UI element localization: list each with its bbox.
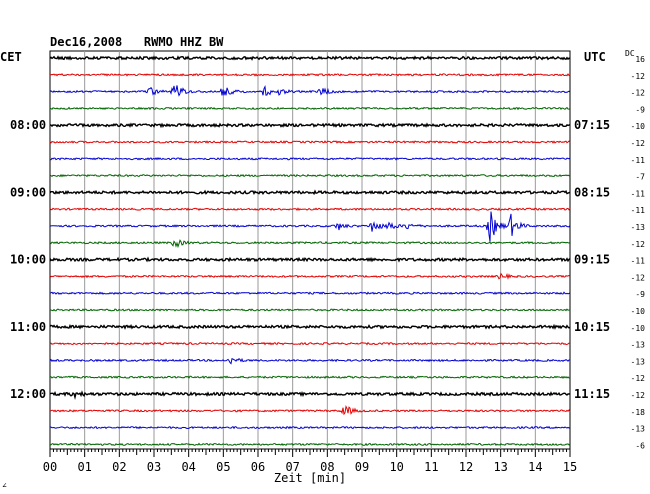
x-tick-label: 11 <box>424 460 438 474</box>
cet-time-label: 11:00 <box>10 320 46 334</box>
dc-offset-label: 16 <box>635 55 645 64</box>
trace-line <box>49 323 571 330</box>
x-tick-label: 14 <box>528 460 542 474</box>
x-axis: 00 01 02 03 04 05 06 07 08 09 10 11 12 13 14 15 <box>43 449 577 474</box>
trace-line <box>49 405 571 416</box>
dc-offset-label: -10 <box>631 122 646 131</box>
dc-offset-label: -12 <box>631 72 646 81</box>
x-tick-label: 13 <box>493 460 507 474</box>
utc-time-label: 10:15 <box>574 320 610 334</box>
dc-offset-label: -13 <box>631 341 646 350</box>
trace-line <box>49 357 571 365</box>
dc-offset-label: -13 <box>631 357 646 366</box>
trace-line <box>50 375 571 380</box>
trace-group <box>49 55 571 447</box>
utc-time-label: 09:15 <box>574 253 610 267</box>
trace-line <box>49 291 571 295</box>
x-tick-label: 07 <box>285 460 299 474</box>
cet-time-label: 12:00 <box>10 387 46 401</box>
trace-line <box>49 442 571 447</box>
utc-time-label: 11:15 <box>574 387 610 401</box>
trace-line <box>49 425 571 430</box>
trace-line <box>49 84 571 97</box>
utc-time-label: 08:15 <box>574 185 610 199</box>
dc-offset-label: -11 <box>631 156 646 165</box>
x-tick-label: 12 <box>459 460 473 474</box>
trace-line <box>49 256 571 263</box>
trace-line <box>49 106 571 111</box>
dc-label: DC <box>625 49 635 58</box>
dc-offset-label: -18 <box>631 408 646 417</box>
dc-offset-label: -11 <box>631 257 646 266</box>
plot-frame <box>49 50 571 450</box>
dc-offset-label: -12 <box>631 89 646 98</box>
trace-line <box>49 157 571 161</box>
x-tick-label: 09 <box>355 460 369 474</box>
cet-time-labels: 08:00 09:00 10:00 11:00 12:00 <box>10 118 46 401</box>
x-tick-label: 08 <box>320 460 334 474</box>
cet-time-label: 08:00 <box>10 118 46 132</box>
dc-offset-label: -12 <box>631 139 646 148</box>
trace-line <box>49 189 571 196</box>
x-tick-label: 02 <box>112 460 126 474</box>
trace-line <box>49 211 571 242</box>
x-tick-label: 06 <box>251 460 265 474</box>
x-tick-label: 04 <box>181 460 195 474</box>
dc-offset-label: -12 <box>631 240 646 249</box>
dc-offset-label: -13 <box>631 425 646 434</box>
chart-title: Dec16,2008 RWMO HHZ BW <box>50 35 224 49</box>
dc-offset-labels: 16 -12 -12 -9 -10 -12 -11 -7 -11 -11 -13 -12 -11 -12 -… <box>631 55 646 450</box>
trace-line <box>49 55 571 61</box>
dc-offset-label: -6 <box>635 441 645 450</box>
trace-line <box>49 390 571 401</box>
utc-time-labels: 07:15 08:15 09:15 10:15 11:15 <box>574 118 610 401</box>
dc-offset-label: -12 <box>631 273 646 282</box>
dc-offset-label: -12 <box>631 374 646 383</box>
dc-offset-label: -10 <box>631 307 646 316</box>
dc-offset-label: -9 <box>635 105 645 114</box>
dc-offset-label: -12 <box>631 391 646 400</box>
corner-mark: ∠ <box>2 481 7 490</box>
dc-offset-label: -11 <box>631 206 646 215</box>
utc-time-label: 07:15 <box>574 118 610 132</box>
trace-line <box>49 140 571 144</box>
x-tick-label: 00 <box>43 460 57 474</box>
dc-offset-label: -11 <box>631 189 646 198</box>
trace-line <box>49 272 571 280</box>
cet-label: CET <box>0 50 22 64</box>
x-tick-label: 01 <box>77 460 91 474</box>
trace-line <box>49 341 571 346</box>
cet-time-label: 09:00 <box>10 185 46 199</box>
trace-line <box>49 308 570 312</box>
trace-line <box>49 239 571 249</box>
cet-time-label: 10:00 <box>10 253 46 267</box>
trace-line <box>50 72 571 77</box>
x-tick-label: 10 <box>389 460 403 474</box>
trace-line <box>49 173 571 178</box>
dc-offset-label: -13 <box>631 223 646 232</box>
x-tick-label: 03 <box>147 460 161 474</box>
x-tick-label: 05 <box>216 460 230 474</box>
utc-label: UTC <box>584 50 606 64</box>
dc-offset-label: -9 <box>635 290 645 299</box>
dc-offset-label: -10 <box>631 324 646 333</box>
x-axis-label: Zeit [min] <box>274 471 346 485</box>
x-tick-label: 15 <box>563 460 577 474</box>
grid-lines <box>84 51 536 449</box>
trace-line <box>49 207 571 212</box>
dc-offset-label: -7 <box>635 173 645 182</box>
trace-line <box>49 122 571 129</box>
